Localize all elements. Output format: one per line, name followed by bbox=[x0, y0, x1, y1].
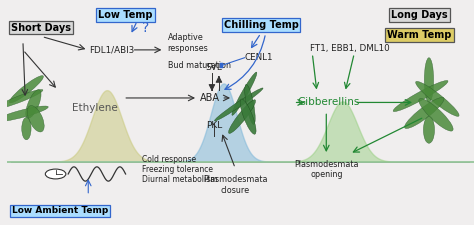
Ellipse shape bbox=[9, 76, 44, 103]
Ellipse shape bbox=[393, 81, 448, 112]
Text: Gibberellins: Gibberellins bbox=[297, 97, 360, 108]
Text: FT1, EBB1, DML10: FT1, EBB1, DML10 bbox=[310, 44, 390, 53]
Ellipse shape bbox=[26, 90, 41, 118]
Text: Ethylene: Ethylene bbox=[73, 103, 118, 113]
Text: FDL1/ABI3: FDL1/ABI3 bbox=[89, 45, 134, 54]
Text: Short Days: Short Days bbox=[11, 22, 71, 33]
Ellipse shape bbox=[22, 117, 31, 140]
Text: Long Days: Long Days bbox=[392, 10, 448, 20]
Text: Bud maturation: Bud maturation bbox=[168, 61, 230, 70]
Circle shape bbox=[46, 169, 66, 179]
Ellipse shape bbox=[245, 84, 255, 124]
Ellipse shape bbox=[0, 90, 43, 109]
Text: Chilling Temp: Chilling Temp bbox=[224, 20, 298, 30]
Text: ?: ? bbox=[142, 21, 149, 35]
Ellipse shape bbox=[0, 106, 48, 122]
Ellipse shape bbox=[27, 106, 44, 132]
Text: ABA: ABA bbox=[200, 93, 219, 103]
Ellipse shape bbox=[416, 81, 459, 116]
Ellipse shape bbox=[404, 97, 444, 128]
Text: Plasmodesmata
opening: Plasmodesmata opening bbox=[294, 160, 358, 179]
Text: SVL: SVL bbox=[206, 63, 223, 72]
Ellipse shape bbox=[419, 99, 453, 131]
Ellipse shape bbox=[228, 100, 255, 133]
Text: PKL: PKL bbox=[206, 122, 222, 130]
Text: Low Ambient Temp: Low Ambient Temp bbox=[12, 206, 109, 215]
Ellipse shape bbox=[215, 88, 263, 121]
Text: Warm Temp: Warm Temp bbox=[387, 30, 452, 40]
Ellipse shape bbox=[423, 116, 435, 143]
Text: CENL1: CENL1 bbox=[245, 53, 273, 62]
Text: Adaptive
responses: Adaptive responses bbox=[168, 34, 209, 53]
Ellipse shape bbox=[232, 72, 257, 115]
Ellipse shape bbox=[240, 99, 256, 134]
Text: Cold response
Freezing tolerance
Diurnal metabolism: Cold response Freezing tolerance Diurnal… bbox=[142, 155, 218, 184]
Text: Plasmodesmata
closure: Plasmodesmata closure bbox=[203, 176, 267, 195]
Text: Low Temp: Low Temp bbox=[98, 10, 153, 20]
Ellipse shape bbox=[424, 58, 434, 102]
